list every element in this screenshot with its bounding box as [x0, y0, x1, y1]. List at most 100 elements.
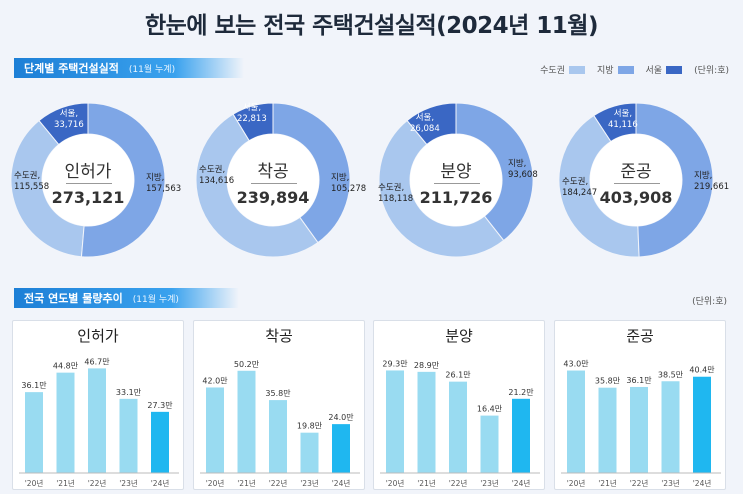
- donut-title: 준공: [620, 162, 652, 182]
- bar-value-label: 35.8만: [595, 377, 621, 386]
- seoul-label: 서울, 41,116: [608, 109, 638, 130]
- section-sub: (11월 누계): [128, 65, 176, 75]
- local-slice: [455, 102, 534, 242]
- x-tick-label: '22년: [449, 478, 468, 488]
- x-tick-label: '22년: [88, 478, 107, 488]
- card-title: 착공: [265, 327, 293, 345]
- legend-swatch: [568, 65, 585, 74]
- section-label: 전국 연도별 물량추이: [24, 292, 123, 305]
- bar-value-label: 16.4만: [477, 405, 503, 414]
- donut-total: 239,894: [236, 188, 310, 207]
- x-tick-label: '20년: [567, 478, 586, 488]
- bar-value-label: 44.8만: [53, 362, 79, 371]
- page-title: 한눈에 보는 전국 주택건설실적(2024년 11월): [145, 13, 598, 39]
- local-label: 지방, 157,563: [146, 173, 182, 194]
- x-tick-label: '21년: [417, 478, 436, 488]
- bar: [56, 372, 75, 473]
- donut-total: 403,908: [599, 188, 673, 207]
- bar-value-label: 29.3만: [382, 359, 408, 368]
- donut-chart-start: 서울, 22,813 수도권, 134,616 지방, 105,278 착공 239,…: [189, 95, 366, 265]
- seoul-label: 서울, 33,716: [54, 109, 84, 130]
- legend-label: 지방: [596, 66, 614, 76]
- donut-hole: [227, 134, 319, 226]
- bar: [661, 381, 680, 473]
- bar-value-label: 42.0만: [202, 376, 228, 385]
- bar: [119, 398, 138, 473]
- bar: [480, 415, 499, 473]
- divider: [614, 183, 660, 184]
- donut-svg: [10, 102, 166, 258]
- bar-chart-svg: 43.0만 '20년 35.8만 '21년 36.1만 '22년 38.5만 '23년 40.4…: [561, 360, 721, 488]
- bar-value-label: 36.1만: [626, 376, 652, 385]
- section-sub: (11월 누계): [132, 295, 179, 305]
- x-tick-label: '22년: [269, 478, 288, 488]
- bar: [151, 411, 169, 473]
- bar-value-label: 27.3만: [147, 401, 173, 410]
- bar-value-label: 50.2만: [234, 360, 260, 369]
- local-label: 지방, 105,278: [331, 173, 367, 194]
- donut-title: 분양: [440, 162, 472, 182]
- section-header-trend: 전국 연도별 물량추이 (11월 누계): [14, 288, 239, 308]
- donut-chart-permit: 서울, 33,716 수도권, 115,558 지방, 157,563 인허가 273…: [4, 95, 181, 265]
- bar-chart-svg: 42.0만 '20년 50.2만 '21년 35.8만 '22년 19.8만 '23년 24.0…: [200, 360, 360, 488]
- x-tick-label: '20년: [206, 478, 225, 488]
- x-tick-label: '20년: [386, 478, 405, 488]
- legend-item-local: 지방: [597, 63, 634, 76]
- x-tick-label: '24년: [693, 478, 712, 488]
- donut-hole: [590, 134, 682, 226]
- bar: [300, 432, 319, 473]
- donut-title: 인허가: [64, 162, 112, 182]
- bar: [630, 386, 648, 473]
- x-tick-label: '24년: [512, 478, 531, 488]
- bar-value-label: 33.1만: [116, 388, 142, 397]
- donut-chart-sale: 서울, 26,084 수도권, 118,118 지방, 93,608 분양 211,7…: [372, 95, 540, 265]
- bar-card-completion: 준공 43.0만 '20년 35.8만 '21년 36.1만 '22년 38.5만 '23년 4…: [554, 320, 726, 490]
- bar-value-label: 26.1만: [445, 371, 471, 380]
- x-tick-label: '24년: [332, 478, 351, 488]
- seoul-label: 서울, 22,813: [237, 103, 267, 124]
- bar: [449, 381, 467, 473]
- bar-value-label: 28.9만: [414, 361, 440, 370]
- bar: [88, 368, 106, 473]
- donut-svg: [378, 102, 534, 258]
- bar: [206, 387, 224, 473]
- bar: [512, 398, 530, 473]
- x-tick-label: '23년: [119, 478, 138, 488]
- donut-total: 273,121: [51, 188, 125, 207]
- divider: [251, 183, 297, 184]
- bar-card-sale: 분양 29.3만 '20년 28.9만 '21년 26.1만 '22년 16.4만 '23년 2…: [373, 320, 545, 490]
- bar-value-label: 35.8만: [265, 389, 291, 398]
- legend: 수도권 지방 서울 (단위:호): [528, 63, 729, 76]
- donut-svg: [195, 102, 351, 258]
- bar-value-label: 19.8만: [297, 422, 323, 431]
- bar-chart-svg: 36.1만 '20년 44.8만 '21년 46.7만 '22년 33.1만 '23년 27.3…: [19, 357, 179, 488]
- bar: [598, 387, 617, 473]
- section-header-stage: 단계별 주택건설실적 (11월 누계): [14, 58, 244, 78]
- x-tick-label: '21년: [56, 478, 75, 488]
- card-title: 준공: [626, 327, 654, 345]
- x-tick-label: '23년: [480, 478, 499, 488]
- bar-value-label: 36.1만: [21, 381, 47, 390]
- bar-value-label: 46.7만: [84, 357, 110, 366]
- x-tick-label: '21년: [237, 478, 256, 488]
- x-tick-label: '20년: [25, 478, 44, 488]
- legend-item-seoul: 서울: [646, 63, 683, 76]
- donut-hole: [410, 134, 502, 226]
- x-tick-label: '23년: [661, 478, 680, 488]
- bar-chart-svg: 29.3만 '20년 28.9만 '21년 26.1만 '22년 16.4만 '23년 21.2…: [380, 359, 540, 488]
- x-tick-label: '21년: [598, 478, 617, 488]
- donut-title: 착공: [257, 162, 289, 182]
- bar: [693, 376, 711, 473]
- bar: [386, 370, 404, 473]
- legend-swatch: [666, 65, 683, 74]
- capital-label: 수도권, 134,616: [199, 165, 235, 186]
- x-tick-label: '22년: [630, 478, 649, 488]
- bar: [332, 424, 350, 473]
- legend-label: 수도권: [540, 66, 565, 76]
- donut-chart-completion: 서울, 41,116 수도권, 184,247 지방, 219,661 준공 403,…: [552, 95, 729, 265]
- local-label: 지방, 219,661: [694, 171, 730, 192]
- bar: [25, 392, 43, 473]
- donut-total: 211,726: [419, 188, 493, 207]
- bar: [269, 400, 287, 473]
- capital-label: 수도권, 115,558: [14, 171, 50, 192]
